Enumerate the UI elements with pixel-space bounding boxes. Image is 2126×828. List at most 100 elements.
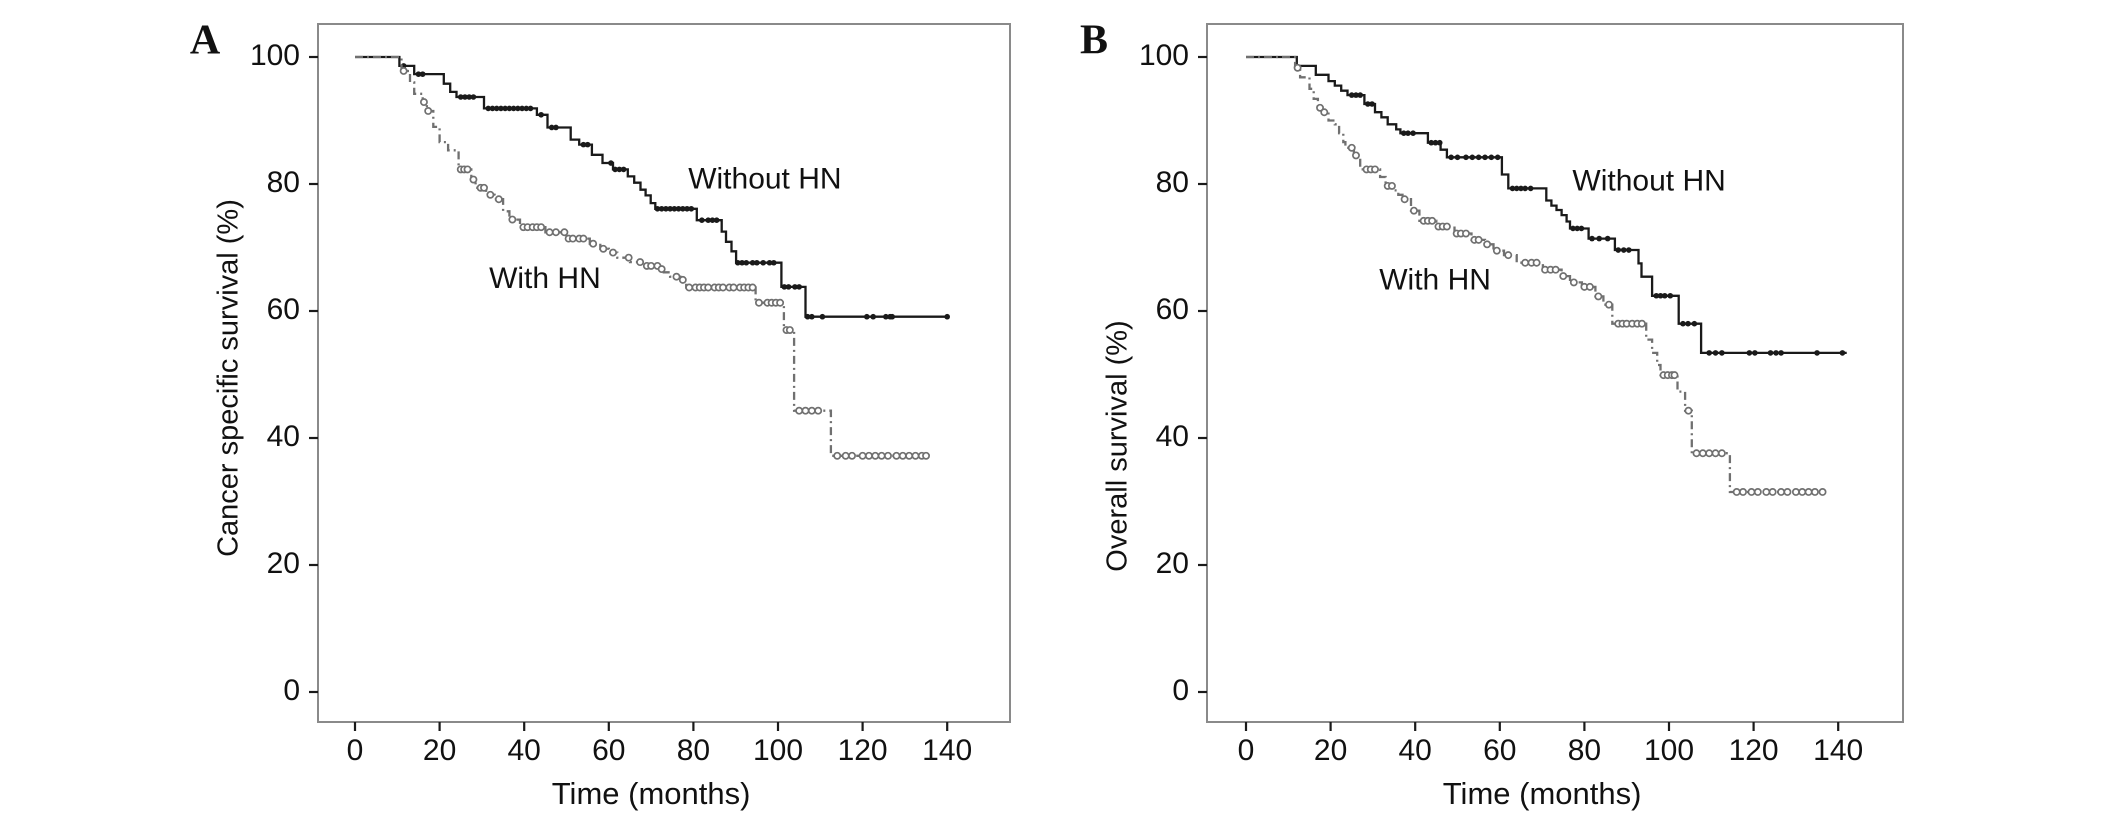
censor-mark — [1293, 63, 1302, 72]
censor-mark — [1569, 278, 1578, 287]
censor-mark — [848, 451, 856, 460]
censor-mark — [1551, 265, 1560, 274]
censor-mark — [523, 105, 530, 112]
censor-mark — [1578, 225, 1585, 232]
censor-mark — [1509, 185, 1516, 192]
curve-label-with-hn: With HN — [489, 262, 601, 295]
censor-mark — [537, 223, 546, 232]
x-axis-title: Time (months) — [1443, 776, 1642, 811]
censor-mark — [654, 205, 661, 212]
censor-mark — [1448, 154, 1454, 161]
censor-mark — [1527, 185, 1534, 192]
censor-mark — [1752, 350, 1758, 356]
x-tick-label: 40 — [1399, 734, 1432, 767]
censor-mark — [538, 111, 544, 118]
censor-mark — [1773, 350, 1779, 356]
censor-mark — [792, 284, 798, 290]
censor-mark — [1428, 216, 1437, 225]
censor-mark — [1482, 154, 1488, 161]
censor-mark — [579, 234, 588, 243]
censor-mark — [1684, 406, 1693, 415]
censor-mark — [1804, 488, 1813, 496]
censor-mark — [519, 105, 525, 112]
y-tick-label: 0 — [283, 674, 300, 707]
censor-mark — [510, 105, 517, 112]
censor-mark — [1522, 185, 1528, 192]
censor-mark — [1620, 247, 1627, 253]
censor-mark — [884, 451, 892, 460]
censor-mark — [1353, 92, 1359, 98]
censor-mark — [415, 71, 422, 77]
censor-mark — [785, 326, 794, 334]
censor-mark — [399, 67, 408, 75]
y-tick-label: 80 — [1156, 166, 1189, 199]
censor-mark — [1469, 154, 1476, 161]
censor-mark — [704, 283, 713, 292]
censor-mark — [1462, 229, 1470, 238]
censor-mark — [1604, 235, 1611, 242]
censor-mark — [739, 259, 745, 266]
censor-mark — [663, 205, 669, 212]
censor-mark — [675, 205, 682, 212]
censor-mark — [1594, 292, 1603, 301]
censor-mark — [898, 451, 907, 460]
censor-mark — [1518, 185, 1524, 192]
x-tick-label: 80 — [677, 734, 710, 767]
y-axis-title: Overall survival (%) — [1102, 320, 1134, 571]
censor-mark — [1692, 449, 1701, 458]
censor-mark — [508, 215, 517, 224]
x-tick-label: 100 — [753, 734, 803, 767]
censor-mark — [1814, 350, 1820, 356]
censor-mark — [1320, 108, 1329, 117]
km-curve-without-hn — [355, 55, 949, 318]
x-tick-label: 120 — [838, 734, 888, 767]
censor-mark — [672, 272, 681, 281]
censor-mark — [796, 284, 802, 290]
censor-mark — [755, 298, 763, 307]
censor-mark — [1777, 488, 1786, 496]
censor-mark — [1409, 206, 1418, 215]
censor-mark — [551, 228, 560, 237]
censor-mark — [1513, 185, 1520, 192]
censor-mark — [1400, 130, 1407, 136]
km-curve-without-hn — [1246, 55, 1847, 355]
y-tick-label: 40 — [1156, 420, 1189, 453]
censor-mark — [1365, 101, 1371, 107]
curve-label-with-hn: With HN — [1379, 264, 1491, 297]
censor-mark — [1436, 139, 1443, 146]
censor-mark — [1348, 92, 1355, 98]
curve-label-without-hn: Without HN — [688, 163, 841, 196]
censor-mark — [1653, 292, 1660, 299]
censor-mark — [580, 141, 587, 148]
censor-mark — [699, 217, 705, 223]
censor-mark — [584, 141, 591, 148]
y-axis-title: Cancer specific survival (%) — [213, 199, 245, 557]
censor-mark — [609, 248, 617, 257]
censor-mark — [1589, 235, 1595, 242]
censor-mark — [485, 105, 492, 112]
censor-mark — [944, 313, 950, 320]
x-tick-label: 60 — [1483, 734, 1516, 767]
censor-mark — [685, 283, 694, 292]
y-tick-label: 0 — [1172, 674, 1189, 707]
censor-mark — [833, 451, 842, 460]
y-tick-label: 20 — [1156, 547, 1189, 580]
censor-mark — [770, 259, 777, 266]
censor-mark — [1387, 181, 1396, 190]
censor-mark — [657, 265, 666, 274]
censor-mark — [1705, 449, 1714, 458]
censor-mark — [636, 258, 645, 267]
censor-mark — [804, 313, 811, 320]
censor-mark — [494, 195, 503, 204]
censor-mark — [1559, 272, 1568, 281]
censor-mark — [905, 451, 914, 460]
censor-marks-without-hn — [1348, 92, 1846, 356]
censor-mark — [1667, 292, 1674, 299]
censor-mark — [1474, 235, 1483, 244]
censor-mark — [548, 124, 555, 131]
censor-mark — [1371, 165, 1379, 174]
censor-mark — [1691, 320, 1698, 327]
censor-mark — [688, 205, 695, 212]
censor-mark — [1463, 154, 1469, 161]
